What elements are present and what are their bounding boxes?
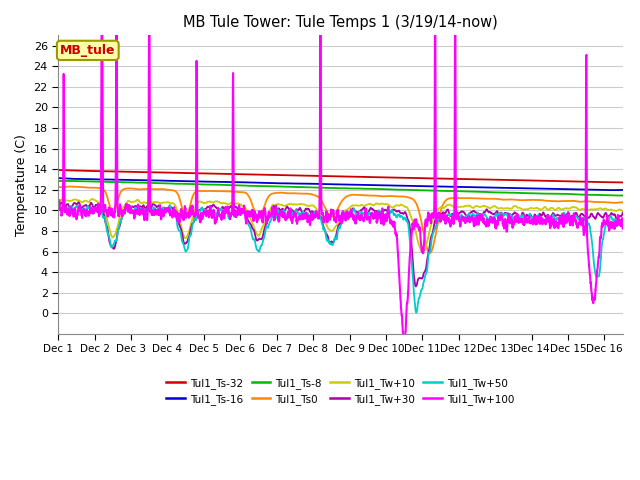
Tul1_Tw+30 (619, 210, 627, 216)
Tul1_Tw+10 (89, 196, 97, 202)
Tul1_Ts-16 (271, 180, 278, 186)
Tul1_Ts0 (54, 184, 62, 190)
Tul1_Tw+50 (152, 207, 160, 213)
Tul1_Tw+100 (401, 338, 408, 344)
Tul1_Ts0 (66, 184, 74, 190)
Tul1_Ts0 (296, 191, 303, 196)
Y-axis label: Temperature (C): Temperature (C) (15, 134, 28, 236)
Tul1_Ts0 (426, 250, 434, 256)
Tul1_Ts-8 (54, 178, 62, 184)
Tul1_Tw+10 (547, 205, 555, 211)
Tul1_Ts0 (608, 200, 616, 205)
Tul1_Ts-16 (295, 180, 303, 186)
Tul1_Tw+100 (119, 210, 127, 216)
Tul1_Tw+30 (119, 212, 127, 218)
Tul1_Tw+100 (608, 225, 616, 231)
Tul1_Tw+10 (119, 205, 127, 211)
Tul1_Ts-32 (608, 180, 616, 185)
Tul1_Ts0 (547, 198, 555, 204)
Tul1_Ts-32 (152, 169, 160, 175)
Tul1_Tw+100 (296, 216, 303, 221)
Tul1_Ts-8 (608, 192, 616, 198)
Tul1_Tw+10 (608, 207, 616, 213)
Tul1_Tw+30 (547, 214, 555, 219)
Line: Tul1_Ts0: Tul1_Ts0 (58, 187, 623, 253)
Tul1_Ts0 (271, 190, 278, 196)
Line: Tul1_Tw+50: Tul1_Tw+50 (58, 205, 623, 312)
Line: Tul1_Ts-32: Tul1_Ts-32 (58, 170, 623, 182)
Tul1_Ts-32 (54, 167, 62, 173)
Tul1_Tw+10 (619, 208, 627, 214)
Tul1_Ts-32 (295, 173, 303, 179)
Tul1_Tw+50 (271, 216, 278, 221)
Tul1_Ts-8 (63, 178, 70, 184)
Tul1_Tw+100 (54, 203, 62, 209)
Tul1_Ts-16 (152, 178, 160, 183)
Line: Tul1_Tw+10: Tul1_Tw+10 (58, 199, 623, 252)
Tul1_Tw+100 (619, 226, 627, 231)
Tul1_Tw+30 (296, 206, 303, 212)
Tul1_Ts0 (619, 200, 627, 205)
Tul1_Tw+50 (166, 202, 173, 208)
Tul1_Ts-8 (296, 184, 303, 190)
Legend: Tul1_Ts-32, Tul1_Ts-16, Tul1_Ts-8, Tul1_Ts0, Tul1_Tw+10, Tul1_Tw+30, Tul1_Tw+50,: Tul1_Ts-32, Tul1_Ts-16, Tul1_Ts-8, Tul1_… (162, 373, 519, 409)
Tul1_Tw+50 (119, 212, 127, 218)
Tul1_Tw+50 (296, 210, 303, 216)
Tul1_Tw+10 (420, 249, 428, 255)
Tul1_Tw+30 (412, 284, 420, 289)
Tul1_Ts-8 (547, 191, 555, 197)
Tul1_Tw+10 (271, 203, 278, 208)
Tul1_Ts-8 (271, 183, 278, 189)
Tul1_Ts-16 (54, 175, 62, 181)
Tul1_Ts-32 (119, 169, 127, 175)
Tul1_Ts-16 (547, 186, 555, 192)
Tul1_Tw+100 (547, 214, 555, 219)
Title: MB Tule Tower: Tule Temps 1 (3/19/14-now): MB Tule Tower: Tule Temps 1 (3/19/14-now… (183, 15, 498, 30)
Tul1_Tw+10 (152, 199, 160, 205)
Tul1_Ts-8 (119, 179, 127, 185)
Tul1_Tw+30 (75, 199, 83, 205)
Tul1_Ts-8 (619, 192, 627, 198)
Tul1_Ts-16 (608, 187, 616, 193)
Line: Tul1_Ts-8: Tul1_Ts-8 (58, 181, 623, 195)
Tul1_Ts-32 (547, 178, 555, 184)
Tul1_Tw+50 (54, 206, 62, 212)
Line: Tul1_Tw+100: Tul1_Tw+100 (58, 0, 623, 341)
Tul1_Tw+50 (608, 216, 616, 221)
Tul1_Ts-16 (607, 187, 615, 193)
Tul1_Ts-32 (619, 180, 627, 185)
Tul1_Tw+30 (54, 205, 62, 211)
Tul1_Tw+10 (54, 200, 62, 206)
Tul1_Ts-16 (119, 177, 127, 183)
Tul1_Ts-8 (152, 180, 160, 186)
Tul1_Tw+10 (296, 201, 303, 207)
Tul1_Tw+30 (608, 211, 616, 216)
Tul1_Ts-32 (271, 172, 278, 178)
Tul1_Tw+50 (413, 310, 420, 315)
Tul1_Tw+100 (152, 210, 160, 216)
Line: Tul1_Tw+30: Tul1_Tw+30 (58, 202, 623, 287)
Tul1_Ts0 (152, 186, 160, 192)
Tul1_Tw+100 (271, 215, 278, 221)
Tul1_Tw+50 (547, 216, 555, 222)
Tul1_Ts-16 (619, 187, 627, 193)
Text: MB_tule: MB_tule (60, 44, 116, 57)
Line: Tul1_Ts-16: Tul1_Ts-16 (58, 178, 623, 190)
Tul1_Tw+50 (619, 219, 627, 225)
Tul1_Tw+30 (152, 204, 160, 209)
Tul1_Ts0 (119, 187, 127, 192)
Tul1_Tw+30 (271, 206, 278, 212)
